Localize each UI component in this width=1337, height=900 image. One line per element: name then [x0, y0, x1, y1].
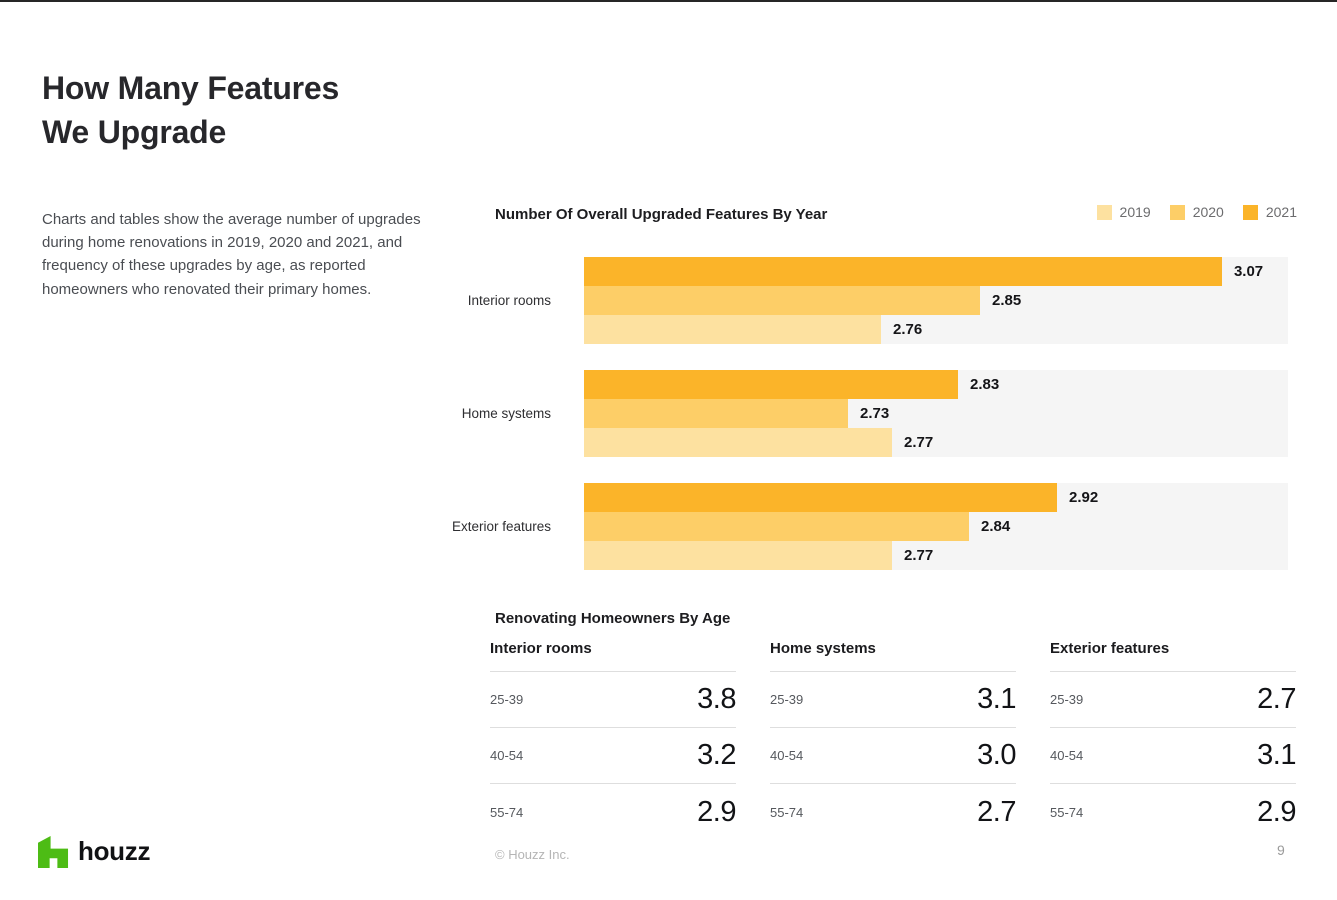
chart-title: Number Of Overall Upgraded Features By Y… — [495, 206, 828, 223]
age-table-row: 40-54 3.2 — [490, 728, 736, 784]
age-value: 2.9 — [697, 795, 736, 828]
legend-item-2019: 2019 — [1096, 204, 1151, 220]
age-column-header: Home systems — [770, 640, 1016, 672]
bar-value: 2.84 — [981, 518, 1011, 535]
age-range-label: 40-54 — [1050, 748, 1084, 763]
bar-track: 2.83 2.73 2.77 — [584, 370, 1288, 457]
bar-row: 2.85 — [584, 286, 1288, 315]
legend-swatch-icon — [1242, 204, 1258, 220]
age-value: 3.2 — [697, 739, 736, 771]
houzz-house-icon — [38, 836, 69, 868]
bar-value: 2.77 — [904, 434, 934, 451]
age-table-row: 25-39 2.7 — [1050, 672, 1296, 728]
age-column: Exterior features 25-39 2.7 40-54 3.1 55-74 2.… — [1050, 640, 1296, 840]
bar-row: 2.83 — [584, 370, 1288, 399]
bar-row: 2.77 — [584, 428, 1288, 457]
age-value: 2.7 — [1257, 683, 1296, 715]
page-title-line2: We Upgrade — [42, 114, 227, 150]
age-table-row: 55-74 2.9 — [1050, 784, 1296, 840]
bar-group-label: Exterior features — [451, 519, 551, 534]
bar-row: 2.84 — [584, 512, 1288, 541]
age-value: 2.7 — [977, 795, 1016, 828]
bar-track: 3.07 2.85 2.76 — [584, 257, 1288, 344]
bar-group-label: Interior rooms — [467, 293, 551, 308]
age-table-row: 55-74 2.7 — [770, 784, 1016, 840]
bar-row: 3.07 — [584, 257, 1288, 286]
chart-legend: 2019 2020 2021 — [1096, 204, 1297, 220]
legend-item-2021: 2021 — [1242, 204, 1297, 220]
bar-group: Exterior features 2.92 2.84 2.77 — [440, 483, 1288, 570]
age-column-header: Exterior features — [1050, 640, 1296, 672]
bar-track: 2.92 2.84 2.77 — [584, 483, 1288, 570]
houzz-wordmark: houzz — [78, 836, 151, 866]
age-tables: Interior rooms 25-39 3.8 40-54 3.2 55-74 2.9 Ho… — [490, 640, 1296, 840]
legend-item-2020: 2020 — [1169, 204, 1224, 220]
age-table-row: 25-39 3.1 — [770, 672, 1016, 728]
page-number: 9 — [1277, 842, 1285, 858]
bar-2021 — [584, 483, 1058, 512]
age-range-label: 55-74 — [490, 804, 524, 820]
top-edge-line — [0, 0, 1337, 2]
bar-2020 — [584, 399, 848, 428]
age-column-header: Interior rooms — [490, 640, 736, 672]
bar-row: 2.73 — [584, 399, 1288, 428]
bar-value: 2.77 — [904, 547, 934, 564]
bar-value: 2.73 — [860, 405, 890, 422]
page-title-line1: How Many Features — [42, 70, 340, 106]
bar-2021 — [584, 257, 1222, 286]
legend-label: 2021 — [1265, 204, 1297, 220]
age-tables-title: Renovating Homeowners By Age — [495, 610, 731, 627]
bar-group: Home systems 2.83 2.73 2.77 — [440, 370, 1288, 457]
bar-row: 2.76 — [584, 315, 1288, 344]
age-range-label: 25-39 — [490, 692, 524, 707]
age-range-label: 40-54 — [490, 748, 524, 763]
age-range-label: 55-74 — [1050, 804, 1084, 820]
bar-2019 — [584, 428, 892, 457]
age-range-label: 25-39 — [770, 692, 804, 707]
bar-groups: Interior rooms 3.07 2.85 2.76 Home systems 2.… — [440, 257, 1288, 596]
age-table-row: 25-39 3.8 — [490, 672, 736, 728]
bar-2021 — [584, 370, 959, 399]
bar-value: 3.07 — [1233, 263, 1264, 280]
legend-label: 2019 — [1119, 204, 1151, 220]
bar-2019 — [584, 541, 892, 570]
legend-swatch-icon — [1096, 204, 1112, 220]
age-value: 3.1 — [1257, 739, 1296, 771]
bar-row: 2.92 — [584, 483, 1288, 512]
houzz-logo: houzz — [38, 835, 150, 868]
bar-2020 — [584, 286, 980, 315]
legend-label: 2020 — [1192, 204, 1224, 220]
age-table-row: 40-54 3.0 — [770, 728, 1016, 784]
bar-2020 — [584, 512, 970, 541]
age-value: 2.9 — [1257, 795, 1296, 828]
legend-swatch-icon — [1169, 204, 1185, 220]
age-table-row: 55-74 2.9 — [490, 784, 736, 840]
age-column: Interior rooms 25-39 3.8 40-54 3.2 55-74 2.9 — [490, 640, 736, 840]
bar-value: 2.92 — [1069, 489, 1099, 506]
age-value: 3.8 — [697, 683, 736, 715]
age-value: 3.0 — [977, 739, 1016, 771]
intro-text: Charts and tables show the average numbe… — [42, 211, 421, 298]
bar-value: 2.83 — [970, 376, 1000, 393]
age-range-label: 25-39 — [1050, 692, 1084, 707]
bar-value: 2.85 — [992, 292, 1022, 309]
age-table-row: 40-54 3.1 — [1050, 728, 1296, 784]
copyright-text: © Houzz Inc. — [495, 847, 570, 862]
age-value: 3.1 — [977, 683, 1016, 715]
bar-group: Interior rooms 3.07 2.85 2.76 — [440, 257, 1288, 344]
bar-row: 2.77 — [584, 541, 1288, 570]
bar-group-label: Home systems — [461, 406, 551, 421]
age-range-label: 40-54 — [770, 748, 804, 763]
page-title: How Many Features We Upgrade — [42, 66, 339, 154]
bar-2019 — [584, 315, 882, 344]
bar-value: 2.76 — [893, 321, 923, 338]
age-column: Home systems 25-39 3.1 40-54 3.0 55-74 2.7 — [770, 640, 1016, 840]
age-range-label: 55-74 — [770, 804, 804, 820]
